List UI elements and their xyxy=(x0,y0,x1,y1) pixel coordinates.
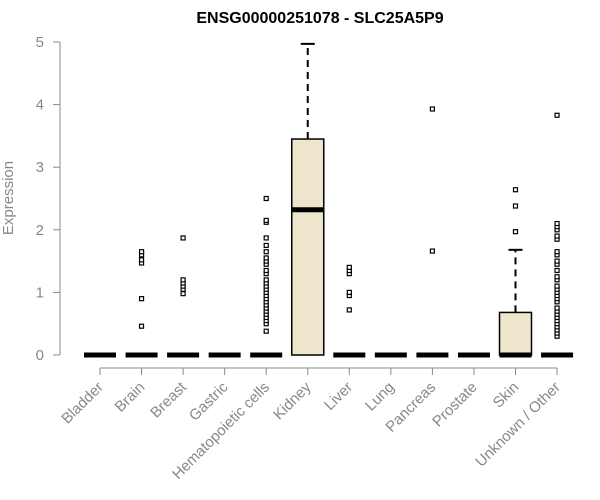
outlier-point xyxy=(263,328,269,334)
outlier-point xyxy=(512,187,519,193)
x-tick-label: Bladder xyxy=(58,379,107,428)
x-tick-label: Kidney xyxy=(270,378,315,423)
x-tick-label: Brain xyxy=(112,379,149,416)
outlier-point xyxy=(554,283,560,289)
outlier-point xyxy=(429,106,435,112)
x-tick-label: Lung xyxy=(362,379,398,415)
outlier-point xyxy=(512,229,519,235)
outlier-point xyxy=(263,255,269,261)
outlier-point xyxy=(346,264,352,270)
x-tick-label: Breast xyxy=(147,378,190,421)
outlier-point xyxy=(346,307,352,313)
outlier-point xyxy=(554,258,560,264)
outlier-point xyxy=(263,217,269,224)
x-tick-label: Liver xyxy=(321,379,356,414)
y-tick-label: 4 xyxy=(36,97,44,114)
outlier-point xyxy=(263,249,269,255)
outlier-point xyxy=(346,289,352,295)
outlier-point xyxy=(138,257,145,263)
y-tick-label: 1 xyxy=(36,284,44,301)
outlier-point xyxy=(554,112,560,118)
outlier-point xyxy=(180,291,186,297)
x-tick-label: Skin xyxy=(490,379,523,412)
outlier-point xyxy=(180,235,186,241)
outlier-point xyxy=(554,274,560,280)
y-tick-label: 2 xyxy=(36,222,44,239)
outlier-point xyxy=(554,220,560,227)
outlier-point xyxy=(554,267,560,274)
outlier-point xyxy=(429,248,435,254)
outlier-point xyxy=(263,277,269,283)
outlier-point xyxy=(554,249,560,255)
outlier-point xyxy=(263,195,269,202)
outlier-point xyxy=(263,267,269,274)
outlier-point xyxy=(554,305,560,311)
chart-title: ENSG00000251078 - SLC25A5P9 xyxy=(196,10,443,27)
y-tick-label: 0 xyxy=(36,347,44,364)
outlier-point xyxy=(138,323,145,329)
box-body xyxy=(291,138,325,356)
outlier-point xyxy=(138,249,145,255)
outlier-point xyxy=(263,242,269,249)
y-tick-label: 3 xyxy=(36,159,44,176)
y-axis-label: Expression xyxy=(0,161,17,235)
outlier-point xyxy=(263,235,269,241)
y-tick-label: 5 xyxy=(36,34,44,51)
outlier-point xyxy=(554,233,560,239)
outlier-point xyxy=(512,203,519,209)
box-body xyxy=(498,311,533,356)
outlier-point xyxy=(138,296,145,302)
x-tick-label: Prostate xyxy=(429,379,481,431)
outlier-point xyxy=(180,277,186,283)
